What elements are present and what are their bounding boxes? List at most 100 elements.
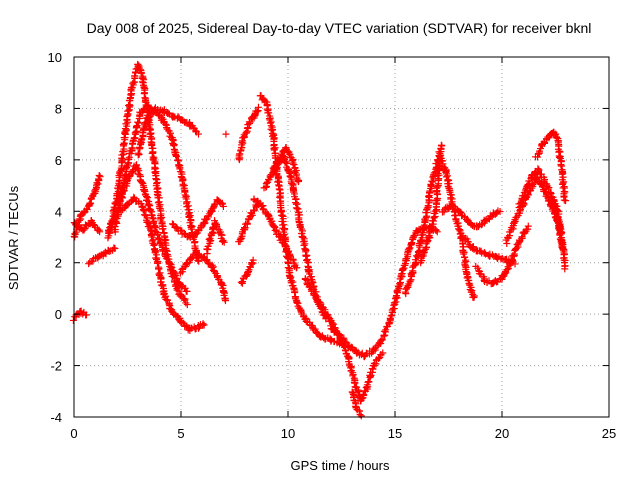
- data-point: [194, 130, 202, 138]
- data-point: [292, 199, 300, 207]
- data-point: [301, 245, 309, 253]
- data-point: [246, 263, 254, 271]
- data-point: [403, 285, 411, 293]
- data-point: [358, 395, 366, 403]
- data-point: [243, 129, 251, 137]
- data-point: [562, 197, 570, 205]
- data-point: [294, 178, 302, 186]
- data-point: [264, 211, 272, 219]
- data-point: [561, 188, 569, 196]
- data-point: [222, 130, 230, 138]
- data-point: [96, 228, 104, 236]
- data-point: [129, 79, 137, 87]
- data-point: [249, 256, 257, 264]
- data-point: [219, 288, 227, 296]
- data-point: [468, 244, 476, 252]
- data-point: [270, 146, 278, 154]
- data-point: [134, 149, 142, 157]
- data-point: [265, 109, 273, 117]
- data-point: [200, 321, 208, 329]
- data-point: [95, 171, 103, 179]
- x-tick-labels: 0 5 10 15 20 25: [70, 426, 616, 441]
- data-point: [96, 173, 104, 181]
- plot-frame: [73, 56, 610, 418]
- data-point: [180, 229, 188, 237]
- data-point: [239, 278, 247, 286]
- chart-title: Day 008 of 2025, Sidereal Day-to-day VTE…: [87, 20, 592, 36]
- data-point: [535, 166, 543, 174]
- data-point: [272, 162, 280, 170]
- data-point: [82, 311, 90, 319]
- data-point: [178, 177, 186, 185]
- data-point: [379, 349, 387, 357]
- y-axis-label: SDTVAR / TECUs: [6, 185, 21, 290]
- data-point: [462, 267, 470, 275]
- data-point: [254, 103, 262, 111]
- data-point: [243, 219, 251, 227]
- data-point: [394, 286, 402, 294]
- data-point: [270, 163, 278, 171]
- data-point: [71, 230, 79, 238]
- data-point: [386, 315, 394, 323]
- data-point: [288, 180, 296, 188]
- data-point: [135, 167, 143, 175]
- data-point: [311, 325, 319, 333]
- y-tick-labels: -4 -2 0 2 4 6 8 10: [48, 50, 62, 425]
- data-point: [561, 265, 569, 273]
- data-point: [205, 259, 213, 267]
- data-point: [218, 231, 226, 239]
- data-point: [80, 226, 88, 234]
- data-point: [521, 188, 529, 196]
- data-point: [546, 189, 554, 197]
- data-point: [281, 242, 289, 250]
- x-tick-label: 10: [281, 426, 295, 441]
- data-point: [317, 300, 325, 308]
- data-point: [263, 105, 271, 113]
- data-point: [87, 199, 95, 207]
- data-point: [194, 256, 202, 264]
- data-point: [246, 118, 254, 126]
- data-point: [385, 319, 393, 327]
- data-point: [146, 206, 154, 214]
- data-point: [524, 180, 532, 188]
- data-point: [220, 238, 228, 246]
- data-point: [524, 222, 532, 230]
- data-point: [488, 251, 496, 259]
- data-point: [496, 208, 504, 216]
- data-point: [324, 313, 332, 321]
- y-tick-label: 6: [55, 153, 62, 168]
- data-point: [151, 168, 159, 176]
- y-tick-label: 0: [55, 307, 62, 322]
- data-point: [552, 133, 560, 141]
- data-point: [556, 227, 564, 235]
- data-point: [436, 166, 444, 174]
- data-point: [204, 242, 212, 250]
- data-point: [378, 335, 386, 343]
- data-point: [250, 207, 258, 215]
- y-tick-label: 10: [48, 50, 62, 65]
- data-point: [337, 335, 345, 343]
- data-point: [293, 264, 301, 272]
- data-point: [262, 179, 270, 187]
- data-point: [559, 184, 567, 192]
- tick-marks: [73, 56, 610, 418]
- data-point: [250, 206, 258, 214]
- data-point: [206, 234, 214, 242]
- data-point: [134, 118, 142, 126]
- data-point: [69, 316, 77, 324]
- data-point: [470, 294, 478, 302]
- data-point: [164, 109, 172, 117]
- data-point: [221, 297, 229, 305]
- data-point: [480, 249, 488, 257]
- data-point: [299, 233, 307, 241]
- data-point: [403, 283, 411, 291]
- x-tick-label: 25: [602, 426, 616, 441]
- data-point: [253, 108, 261, 116]
- data-point: [236, 150, 244, 158]
- data-point: [163, 255, 171, 263]
- x-tick-label: 15: [388, 426, 402, 441]
- data-point: [417, 237, 425, 245]
- data-point: [292, 204, 300, 212]
